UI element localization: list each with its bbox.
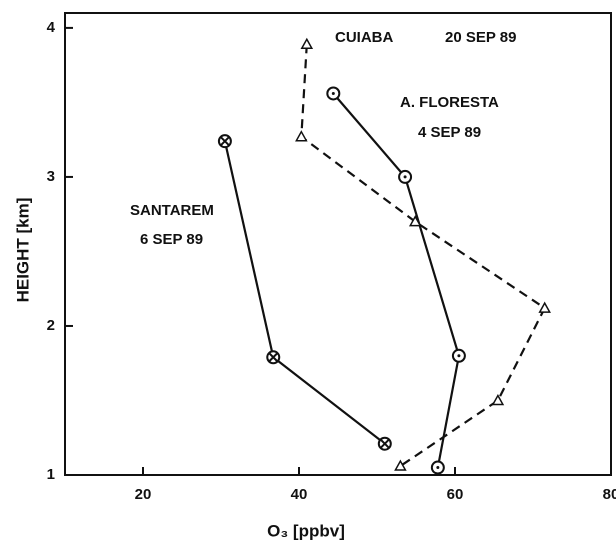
marker [295, 130, 308, 142]
series-label: CUIABA [335, 29, 393, 46]
x-tick-label: 40 [291, 486, 308, 503]
profile-line [300, 44, 547, 467]
marker [300, 37, 314, 50]
marker [538, 301, 551, 313]
marker-cross [220, 136, 230, 146]
series-label: SANTAREM [130, 202, 214, 219]
plot-frame [64, 12, 612, 476]
y-tick-label: 2 [47, 317, 55, 334]
series-date: 6 SEP 89 [140, 231, 203, 248]
series-label: A. FLORESTA [400, 94, 499, 111]
marker [408, 215, 422, 227]
marker-cross [268, 352, 278, 362]
marker-cross [380, 438, 390, 449]
series-date: 4 SEP 89 [418, 124, 481, 141]
x-axis-label: O₃ [ppbv] [267, 521, 345, 540]
marker [491, 393, 505, 406]
y-tick-label: 1 [47, 466, 55, 483]
x-tick-label: 80 [603, 486, 616, 503]
marker-dot [403, 175, 407, 179]
y-tick-label: 4 [47, 19, 56, 36]
y-axis-label: HEIGHT [km] [13, 198, 32, 303]
series-date: 20 SEP 89 [445, 29, 516, 46]
y-tick-label: 3 [47, 168, 55, 185]
x-tick-label: 20 [135, 486, 152, 503]
profile-line [332, 92, 461, 468]
marker-dot [457, 354, 461, 358]
marker [394, 459, 407, 471]
marker-dot [436, 466, 440, 470]
x-tick-label: 60 [447, 486, 464, 503]
marker-dot [331, 91, 335, 95]
